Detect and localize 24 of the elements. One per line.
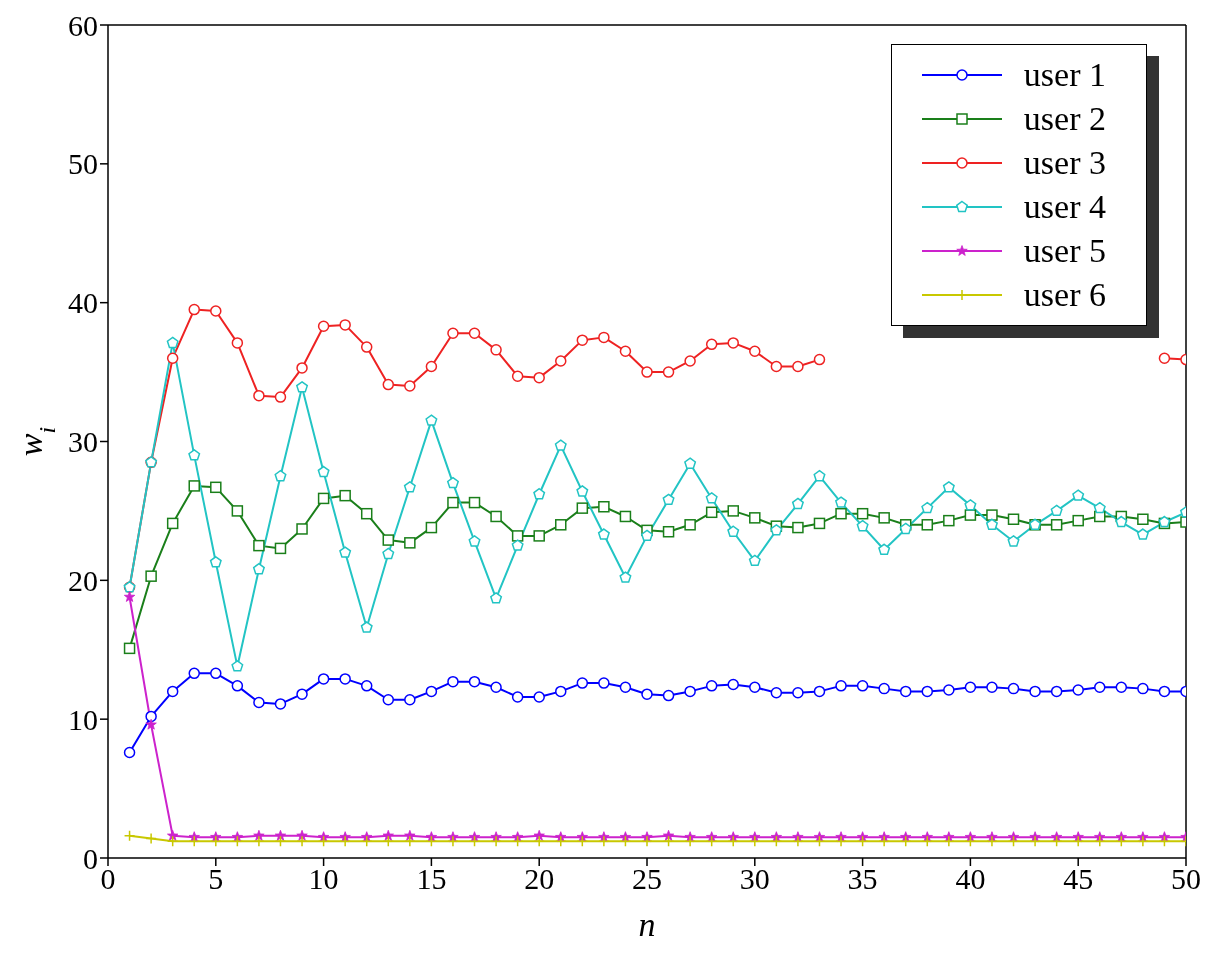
x-tick-label: 5	[208, 862, 224, 896]
y-tick-label: 0	[83, 841, 98, 875]
x-tick-label: 45	[1063, 862, 1094, 896]
x-tick-label: 25	[632, 862, 662, 896]
legend-label: user 3	[1023, 144, 1106, 182]
x-tick-label: 15	[416, 862, 447, 896]
x-tick-label: 30	[739, 862, 770, 896]
legend-label: user 6	[1023, 276, 1106, 314]
y-tick-label: 40	[68, 286, 98, 320]
legend-label: user 5	[1023, 232, 1106, 270]
x-tick-label: 40	[955, 862, 986, 896]
x-tick-label: 10	[308, 862, 339, 896]
y-tick-label: 10	[68, 702, 98, 736]
legend-label: user 1	[1023, 56, 1106, 94]
legend-label: user 4	[1023, 188, 1106, 226]
y-tick-label: 50	[68, 147, 98, 181]
y-tick-label: 60	[68, 8, 98, 42]
x-tick-label: 50	[1171, 862, 1201, 896]
legend-label: user 2	[1023, 100, 1106, 138]
x-tick-label: 35	[847, 862, 878, 896]
x-axis-title: n	[638, 906, 656, 943]
y-tick-label: 30	[68, 425, 98, 459]
y-tick-label: 20	[68, 563, 98, 597]
x-tick-label: 20	[524, 862, 555, 896]
